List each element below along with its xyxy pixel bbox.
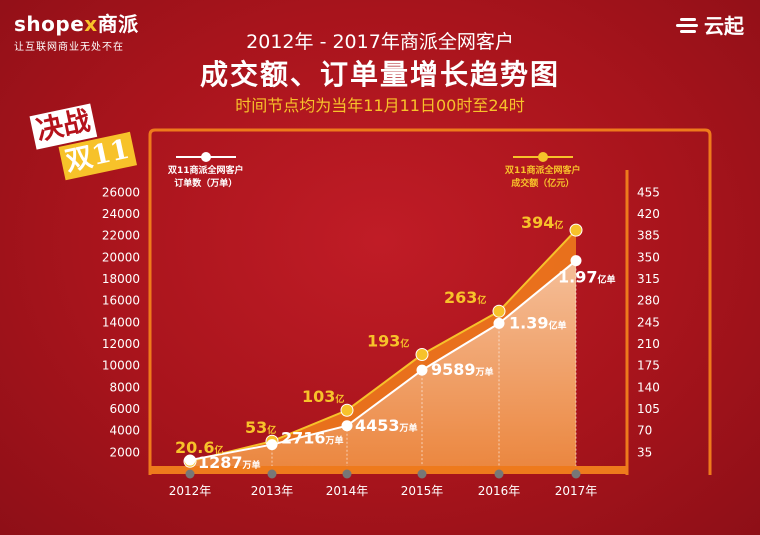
x-tick-marker [185,469,195,479]
x-tick-label: 2015年 [401,484,444,498]
chart-frame [148,128,712,475]
legend-orders-line1: 双11商派全网客户 [168,166,244,176]
y-right-tick-label: 455 [637,185,660,199]
orders-point [570,255,582,267]
orders-data-label: 9589万单 [431,360,494,379]
gmv-point [569,223,583,237]
gmv-data-label: 394亿 [521,213,563,232]
y-left-tick-label: 20000 [102,250,140,264]
x-tick-label: 2017年 [555,484,598,498]
gmv-data-label: 53亿 [245,418,276,437]
y-right-tick-label: 105 [637,402,660,416]
title-line1: 2012年 - 2017年商派全网客户 [246,31,514,53]
y-left-tick-label: 12000 [102,337,140,351]
page-title: 成交额、订单量增长趋势图 [199,58,560,91]
y-right-tick-label: 175 [637,359,660,373]
y-right-tick-label: 245 [637,315,660,329]
y-right-tick-label: 315 [637,272,660,286]
y-right-tick-label: 70 [637,424,652,438]
orders-point [266,439,278,451]
gmv-series-line [189,229,577,463]
legend-orders-line2: 订单数（万单） [174,179,238,189]
y-left-tick-label: 4000 [109,424,140,438]
gmv-point [340,403,354,417]
gmv-data-label: 103亿 [302,387,344,406]
y-right-tick-label: 140 [637,380,660,394]
brand-prefix: shope [14,12,85,36]
legend-gmv: 双11商派全网客户 成交额（亿元） [505,152,581,191]
gmv-data-label: 20.6亿 [175,438,224,457]
brand-x: x [84,12,98,36]
gmv-data-label: 263亿 [444,288,486,307]
x-tick-marker [267,469,277,479]
x-tick-label: 2016年 [478,484,521,498]
y-right-tick-label: 350 [637,250,660,264]
brand-name: shopex商派 [14,8,139,37]
gmv-data-label: 193亿 [367,332,409,351]
orders-data-label: 1.39亿单 [509,313,567,332]
orders-data-label: 1287万单 [198,453,261,472]
orders-area [190,260,576,474]
orders-point [493,317,505,329]
orders-series-line [189,259,577,462]
x-tick-marker [342,469,352,479]
gmv-point [492,304,506,318]
cloud-label: 云起 [704,14,744,38]
gmv-point [415,348,429,362]
y-left-tick-label: 6000 [109,402,140,416]
y-right-tick-label: 35 [637,445,652,459]
x-axis-bar [150,466,627,474]
yunqi-logo: 云起 [676,10,744,39]
x-tick-label: 2012年 [169,484,212,498]
brand-tagline: 让互联网商业无处不在 [14,42,124,53]
y-right-tick-label: 280 [637,294,660,308]
y-right-tick-label: 420 [637,207,660,221]
title-note: 时间节点均为当年11月11日00时至24时 [235,96,525,115]
orders-point [416,364,428,376]
y-left-tick-label: 10000 [102,359,140,373]
x-tick-label: 2014年 [326,484,369,498]
x-tick-label: 2013年 [251,484,294,498]
legend-gmv-line1: 双11商派全网客户 [505,166,581,176]
y-right-tick-label: 385 [637,229,660,243]
orders-data-label: 1.97亿单 [558,268,616,287]
y-left-tick-label: 8000 [109,380,140,394]
orders-data-label: 2716万单 [281,429,344,448]
y-left-tick-label: 18000 [102,272,140,286]
brand-cn: 商派 [97,12,139,36]
orders-point [184,454,196,466]
y-left-tick-label: 26000 [102,185,140,199]
y-left-tick-label: 22000 [102,229,140,243]
shopex-logo: shopex商派 让互联网商业无处不在 [14,8,139,53]
cloud-icon [676,16,698,34]
y-left-tick-label: 16000 [102,294,140,308]
orders-data-label: 4453万单 [355,416,418,435]
legend-orders: 双11商派全网客户 订单数（万单） [168,152,244,191]
y-left-tick-label: 14000 [102,315,140,329]
x-tick-marker [494,469,504,479]
y-right-tick-label: 210 [637,337,660,351]
y-left-tick-label: 24000 [102,207,140,221]
x-tick-marker [571,469,581,479]
legend-gmv-line2: 成交额（亿元） [511,179,575,189]
orders-point [341,420,353,432]
x-tick-marker [417,469,427,479]
y-left-tick-label: 2000 [109,445,140,459]
